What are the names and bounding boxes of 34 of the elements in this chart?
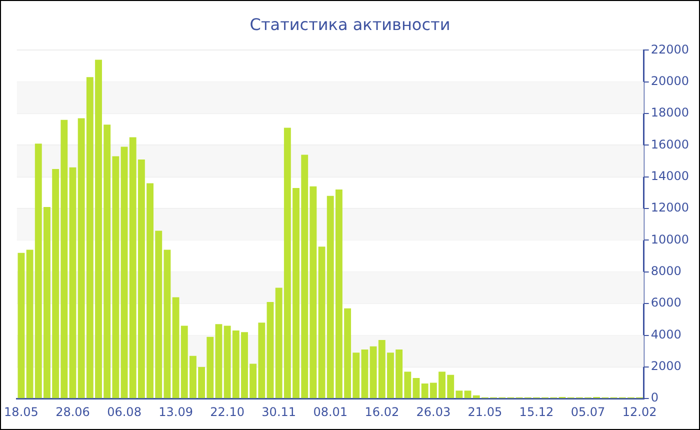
bar — [120, 146, 128, 398]
x-tick-label: 16.02 — [364, 404, 400, 419]
y-tick-label: 8000 — [650, 264, 682, 278]
bar — [361, 350, 368, 398]
y-tick-label: 10000 — [650, 232, 690, 246]
y-tick-label: 16000 — [650, 137, 690, 152]
x-tick-label: 18.05 — [4, 404, 38, 419]
x-tick-label: 26.03 — [416, 404, 451, 419]
x-tick-label: 08.01 — [313, 404, 348, 419]
x-tick-label: 06.08 — [107, 404, 142, 419]
bar — [69, 167, 76, 398]
y-tick-label: 18000 — [650, 106, 690, 120]
x-tick-label: 28.06 — [56, 404, 90, 419]
y-tick-label: 14000 — [650, 169, 690, 184]
y-tick-label: 6000 — [650, 296, 682, 310]
y-tick-label: 20000 — [650, 74, 690, 88]
x-tick-label: 13.09 — [158, 404, 193, 419]
x-tick-label: 30.11 — [262, 404, 296, 419]
y-tick-label: 12000 — [650, 200, 690, 215]
bar — [266, 302, 274, 398]
x-tick-label: 12.02 — [622, 404, 657, 419]
bar — [215, 324, 222, 398]
x-tick-label: 05.07 — [570, 404, 606, 419]
y-tick-label: 2000 — [650, 359, 682, 374]
chart-title: Статистика активности — [248, 15, 452, 34]
y-tick-label: 0 — [650, 390, 658, 405]
y-tick-label: 22000 — [650, 42, 690, 56]
x-tick-label: 21.05 — [468, 404, 502, 419]
bar — [18, 252, 25, 398]
bar — [412, 378, 420, 398]
y-tick-label: 4000 — [650, 327, 682, 342]
x-tick-label: 15.12 — [519, 404, 554, 419]
x-tick-label: 22.10 — [210, 404, 244, 419]
bar — [464, 390, 472, 398]
